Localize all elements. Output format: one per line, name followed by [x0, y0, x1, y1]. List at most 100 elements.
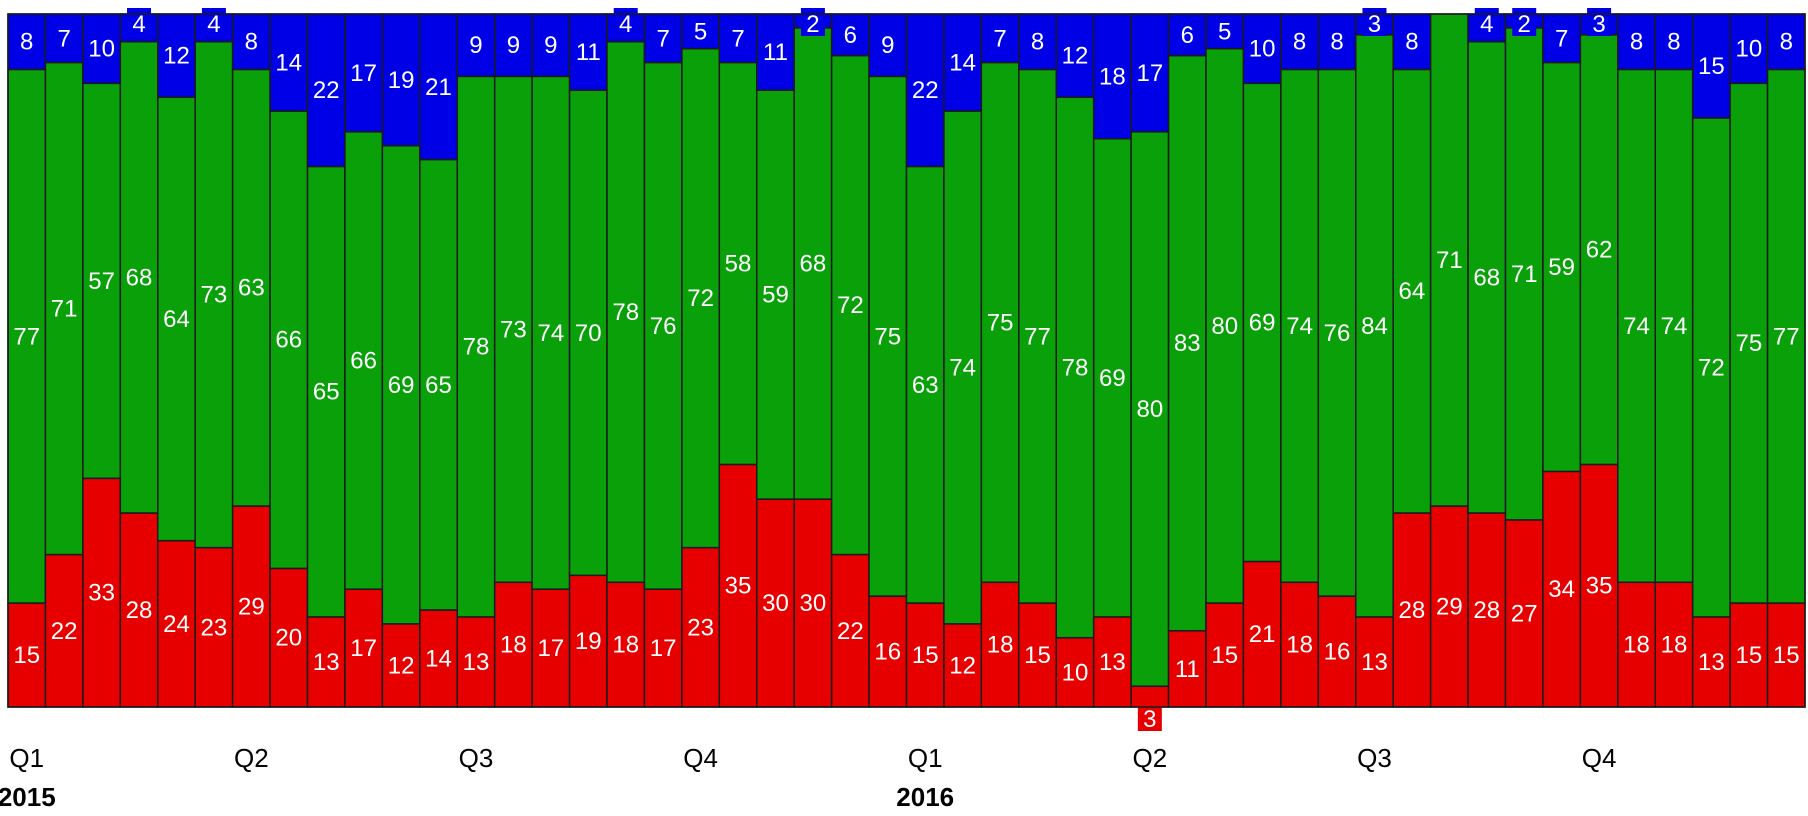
red-segment-16	[606, 581, 646, 708]
blue-segment-value-label-6: 8	[245, 29, 258, 56]
red-segment-value-label-17: 17	[650, 635, 677, 662]
green-segment-value-label-16: 78	[612, 299, 639, 326]
red-segment-value-label-32: 15	[1211, 642, 1238, 669]
green-segment-value-label-41: 59	[1548, 254, 1575, 281]
red-segment-value-label-39: 28	[1473, 597, 1500, 624]
blue-segment-value-label-41: 7	[1555, 25, 1568, 52]
green-segment-value-label-15: 70	[575, 320, 602, 347]
green-segment-28	[1055, 96, 1095, 639]
green-segment-5	[194, 40, 234, 549]
quarter-tick-label-2: Q3	[459, 743, 494, 773]
green-segment-value-label-42: 62	[1586, 237, 1613, 264]
green-segment-38	[1429, 13, 1469, 507]
green-segment-value-label-47: 77	[1773, 323, 1800, 350]
green-segment-7	[269, 110, 309, 570]
green-segment-value-label-43: 74	[1623, 313, 1650, 340]
blue-segment-46	[1729, 13, 1769, 85]
green-segment-value-label-25: 74	[949, 354, 976, 381]
blue-segment-value-label-10: 19	[388, 67, 415, 94]
red-segment-value-label-47: 15	[1773, 642, 1800, 669]
red-segment-43	[1617, 581, 1657, 708]
green-segment-value-label-17: 76	[650, 313, 677, 340]
blue-segment-value-label-8: 22	[313, 77, 340, 104]
red-segment-39	[1467, 512, 1507, 708]
green-segment-value-label-2: 57	[88, 268, 115, 295]
red-segment-value-label-21: 30	[800, 590, 827, 617]
blue-segment-18	[681, 13, 721, 50]
blue-segment-22	[830, 13, 870, 57]
green-segment-17	[643, 61, 683, 590]
year-tick-label-1: 2016	[896, 782, 954, 811]
blue-segment-label-box-16	[613, 8, 638, 36]
red-segment-value-label-42: 35	[1586, 573, 1613, 600]
red-segment-value-label-9: 17	[350, 635, 377, 662]
green-segment-value-label-23: 75	[874, 323, 901, 350]
blue-segment-value-label-16: 4	[619, 11, 632, 38]
green-segment-value-label-46: 75	[1735, 330, 1762, 357]
red-segment-value-label-15: 19	[575, 628, 602, 655]
green-segment-27	[1018, 68, 1057, 604]
green-segment-value-label-29: 69	[1099, 365, 1126, 392]
green-segment-value-label-20: 59	[762, 282, 789, 309]
blue-segment-value-label-30: 17	[1136, 60, 1163, 87]
blue-segment-19	[718, 13, 758, 64]
green-segment-9	[344, 131, 384, 590]
red-segment-38	[1429, 505, 1469, 708]
green-segment-value-label-34: 74	[1286, 313, 1313, 340]
blue-segment-value-label-18: 5	[694, 18, 707, 45]
green-segment-6	[231, 68, 271, 507]
green-segment-43	[1617, 68, 1657, 584]
red-segment-value-label-25: 12	[949, 652, 976, 679]
blue-segment-15	[568, 13, 608, 91]
blue-segment-value-label-11: 21	[425, 74, 452, 101]
blue-segment-value-label-14: 9	[544, 32, 557, 59]
plot-frame	[7, 13, 1806, 708]
green-segment-20	[756, 89, 795, 500]
red-segment-value-label-19: 35	[725, 573, 752, 600]
green-segment-value-label-44: 74	[1661, 313, 1688, 340]
blue-segment-value-label-40: 2	[1518, 11, 1531, 38]
red-segment-value-label-13: 18	[500, 632, 527, 659]
red-segment-18	[681, 546, 721, 708]
green-segment-16	[606, 40, 646, 584]
green-segment-value-label-33: 69	[1249, 309, 1276, 336]
green-segment-value-label-10: 69	[388, 372, 415, 399]
blue-segment-value-label-28: 12	[1062, 43, 1089, 70]
blue-segment-26	[980, 13, 1020, 64]
blue-segment-14	[531, 13, 571, 78]
blue-segment-value-label-23: 9	[881, 32, 894, 59]
red-segment-value-label-40: 27	[1511, 600, 1538, 627]
green-segment-26	[980, 61, 1020, 584]
blue-segment-value-label-24: 22	[912, 77, 939, 104]
red-segment-value-label-6: 29	[238, 594, 265, 621]
green-segment-value-label-14: 74	[537, 320, 564, 347]
blue-segment-label-box-40	[1512, 8, 1537, 36]
red-segment-20	[756, 498, 795, 708]
green-segment-value-label-24: 63	[912, 372, 939, 399]
quarter-tick-label-4: Q1	[908, 743, 943, 773]
green-segment-value-label-18: 72	[687, 285, 714, 312]
red-segment-value-label-28: 10	[1062, 659, 1089, 686]
blue-segment-value-label-42: 3	[1592, 11, 1605, 38]
blue-segment-value-label-33: 10	[1249, 36, 1276, 63]
blue-segment-17	[643, 13, 683, 64]
green-segment-value-label-30: 80	[1136, 396, 1163, 423]
green-segment-1	[44, 61, 84, 556]
blue-segment-37	[1392, 13, 1432, 71]
green-segment-value-label-28: 78	[1062, 354, 1089, 381]
quarter-tick-label-7: Q4	[1582, 743, 1617, 773]
blue-segment-value-label-39: 4	[1480, 11, 1493, 38]
green-segment-value-label-1: 71	[51, 296, 78, 323]
red-segment-value-label-29: 13	[1099, 649, 1126, 676]
green-segment-45	[1691, 117, 1731, 618]
blue-segment-8	[306, 13, 346, 168]
green-segment-11	[419, 158, 458, 611]
green-segment-value-label-13: 73	[500, 316, 527, 343]
blue-segment-29	[1092, 13, 1132, 140]
blue-segment-value-label-36: 3	[1368, 11, 1381, 38]
quarter-tick-label-3: Q4	[683, 743, 718, 773]
blue-segment-value-label-2: 10	[88, 36, 115, 63]
blue-segment-30	[1130, 13, 1170, 133]
red-segment-value-label-35: 16	[1324, 639, 1351, 666]
